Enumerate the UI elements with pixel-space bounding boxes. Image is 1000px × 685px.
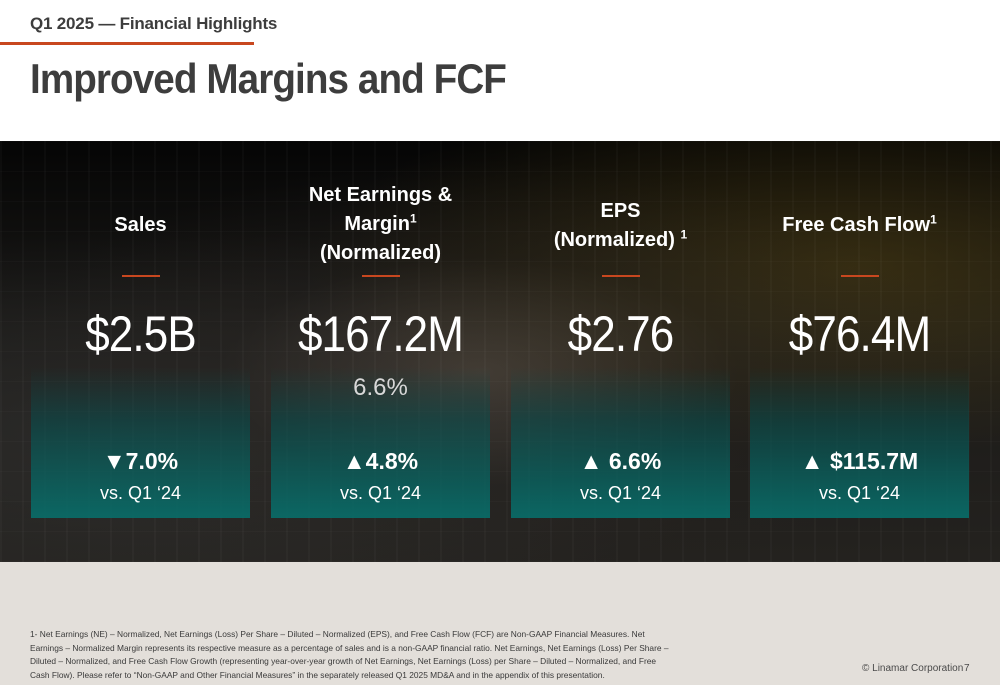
metric-change: ▲4.8%	[342, 448, 419, 474]
metric-change: ▼7.0%	[102, 448, 179, 474]
footnote-marker: 1	[930, 212, 937, 227]
metric-label: Net Earnings & Margin1 (Normalized)	[308, 184, 453, 264]
metric-label: EPS (Normalized) 1	[553, 200, 688, 251]
metric-card-eps: EPS (Normalized) 1 $2.76 ▲ 6.6% vs. Q1 ‘…	[511, 141, 730, 518]
metric-margin: 6.6%	[353, 374, 408, 401]
metric-card-free-cash-flow: Free Cash Flow1 $76.4M ▲ $115.7M vs. Q1 …	[750, 141, 969, 518]
metric-label: Sales	[114, 214, 167, 236]
metric-divider	[361, 275, 400, 277]
kicker-accent-rule	[0, 42, 254, 45]
metric-compare: vs. Q1 ‘24	[579, 483, 662, 503]
footnote-marker: 1	[409, 211, 417, 226]
page-number: 7	[964, 663, 970, 674]
metric-change: ▲ 6.6%	[579, 448, 662, 474]
metric-card-sales: Sales $2.5B ▼7.0% vs. Q1 ‘24	[31, 141, 250, 518]
hero-metrics-panel: Sales $2.5B ▼7.0% vs. Q1 ‘24 Net Earning…	[0, 141, 1000, 562]
footnote-text: 1- Net Earnings (NE) – Normalized, Net E…	[30, 629, 669, 680]
header-kicker: Q1 2025 — Financial Highlights	[30, 14, 278, 33]
metric-change: ▲ $115.7M	[800, 448, 919, 474]
footer: 1- Net Earnings (NE) – Normalized, Net E…	[0, 562, 1000, 685]
metric-divider	[121, 275, 160, 277]
page-title: Improved Margins and FCF	[30, 55, 507, 102]
metric-compare: vs. Q1 ‘24	[818, 483, 901, 503]
copyright: © Linamar Corporation	[862, 663, 964, 674]
metric-divider	[601, 275, 640, 277]
metric-value: $2.5B	[85, 306, 196, 362]
metric-card-net-earnings: Net Earnings & Margin1 (Normalized) $167…	[271, 141, 490, 518]
metric-value: $167.2M	[297, 306, 464, 362]
metric-value: $2.76	[567, 306, 675, 362]
footnote-marker: 1	[680, 227, 688, 242]
metric-label: Free Cash Flow1	[782, 212, 937, 236]
metric-value: $76.4M	[788, 306, 931, 362]
metric-divider	[840, 275, 879, 277]
metric-compare: vs. Q1 ‘24	[99, 483, 182, 503]
metric-compare: vs. Q1 ‘24	[339, 483, 422, 503]
